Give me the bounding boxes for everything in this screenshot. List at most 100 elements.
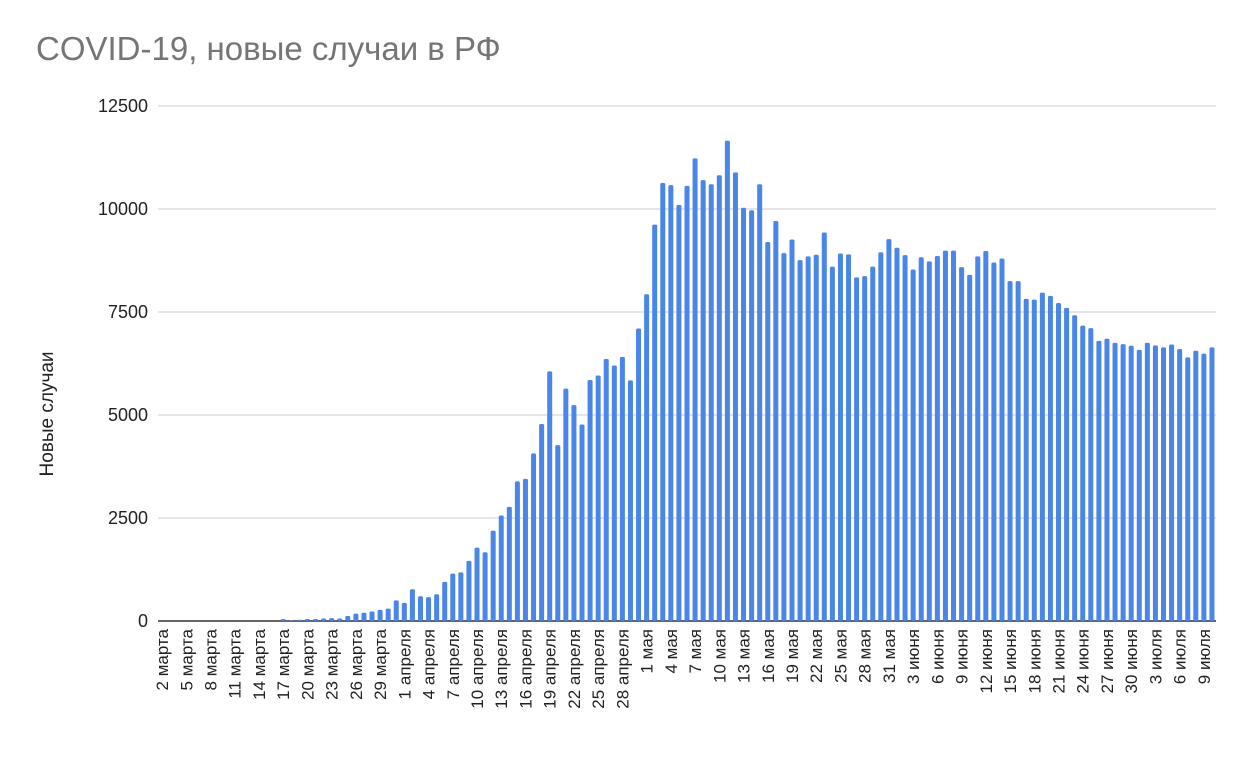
x-tick-label: 31 мая: [880, 629, 899, 683]
x-tick-label: 16 апреля: [516, 629, 535, 709]
bar: [563, 388, 569, 621]
bar: [1128, 345, 1134, 621]
bar: [1064, 307, 1070, 621]
y-tick-label: 5000: [108, 405, 148, 425]
bar: [555, 445, 561, 621]
x-tick-label: 7 мая: [686, 629, 705, 674]
bar: [959, 267, 965, 621]
x-tick-label: 6 июля: [1171, 629, 1190, 684]
bar: [1152, 345, 1158, 621]
bar: [587, 379, 593, 621]
bar: [369, 611, 375, 621]
x-tick-label: 22 мая: [807, 629, 826, 683]
bar: [1185, 357, 1191, 621]
x-tick-label: 16 мая: [759, 629, 778, 683]
bar: [603, 358, 609, 621]
bar: [644, 294, 650, 621]
x-tick-label: 25 апреля: [589, 629, 608, 709]
x-tick-label: 28 апреля: [613, 629, 632, 709]
bar: [716, 175, 722, 621]
x-tick-label: 21 июня: [1050, 629, 1069, 693]
bar: [983, 251, 989, 621]
y-tick-label: 0: [138, 611, 148, 631]
bar: [482, 552, 488, 621]
bar: [1120, 344, 1126, 621]
bar: [409, 589, 415, 621]
x-tick-label: 24 июня: [1074, 629, 1093, 693]
bar: [466, 560, 472, 621]
bar: [619, 356, 625, 621]
bar: [1177, 349, 1183, 621]
bar: [611, 365, 617, 621]
x-tick-label: 5 марта: [177, 628, 196, 690]
chart-title: COVID-19, новые случаи в РФ: [36, 30, 501, 67]
bar: [1072, 315, 1078, 621]
x-tick-label: 10 апреля: [468, 629, 487, 709]
bar: [1169, 344, 1175, 621]
x-tick-label: 9 июня: [953, 629, 972, 684]
x-axis-ticks: 2 марта 5 марта 8 марта 11 марта 14 марта 17 …: [153, 628, 1214, 708]
x-tick-label: 1 мая: [638, 629, 657, 674]
bar: [426, 597, 432, 621]
bar: [805, 256, 811, 621]
bar: [926, 261, 932, 621]
x-tick-label: 25 мая: [831, 629, 850, 683]
bar: [749, 210, 755, 622]
y-tick-label: 2500: [108, 508, 148, 528]
bar: [498, 515, 504, 621]
bar: [1144, 342, 1150, 621]
x-tick-label: 26 марта: [347, 628, 366, 699]
bar: [304, 618, 310, 621]
x-tick-label: 27 июня: [1098, 629, 1117, 693]
bar: [886, 239, 892, 621]
x-tick-label: 8 марта: [202, 628, 221, 690]
bar: [878, 252, 884, 621]
bar: [1112, 342, 1118, 621]
bar: [458, 572, 464, 621]
bar: [700, 180, 706, 621]
bar: [1096, 340, 1102, 621]
x-tick-label: 28 мая: [856, 629, 875, 683]
bar: [353, 613, 359, 621]
bar: [660, 183, 666, 622]
bar: [765, 241, 771, 621]
bar: [1136, 349, 1142, 621]
bar: [280, 618, 286, 621]
x-tick-label: 14 марта: [250, 628, 269, 699]
bar: [506, 506, 512, 621]
bar: [967, 274, 973, 621]
x-tick-label: 20 марта: [298, 628, 317, 699]
bar: [951, 250, 957, 622]
bar: [337, 618, 343, 621]
bar: [514, 481, 520, 621]
bar: [837, 253, 843, 621]
bar: [773, 220, 779, 621]
bar: [668, 185, 674, 621]
bar: [1209, 347, 1215, 621]
bar: [450, 573, 456, 621]
bar: [724, 140, 730, 622]
bar: [393, 600, 399, 621]
bar: [991, 262, 997, 621]
x-tick-label: 17 марта: [274, 628, 293, 699]
bar: [910, 269, 916, 621]
bar: [797, 260, 803, 621]
bar: [821, 232, 827, 622]
bar: [708, 184, 714, 621]
bar: [854, 277, 860, 621]
bar: [813, 254, 819, 622]
x-tick-label: 2 марта: [153, 628, 172, 690]
bar: [846, 254, 852, 621]
bar: [385, 608, 391, 621]
bar: [547, 371, 553, 621]
bar: [1015, 281, 1021, 621]
bar: [531, 453, 537, 621]
bar: [862, 276, 868, 621]
bar: [741, 207, 747, 621]
bar-series: [280, 140, 1215, 622]
x-tick-label: 23 марта: [323, 628, 342, 699]
x-tick-label: 4 мая: [662, 629, 681, 674]
bar: [1039, 292, 1045, 621]
bar: [829, 266, 835, 621]
